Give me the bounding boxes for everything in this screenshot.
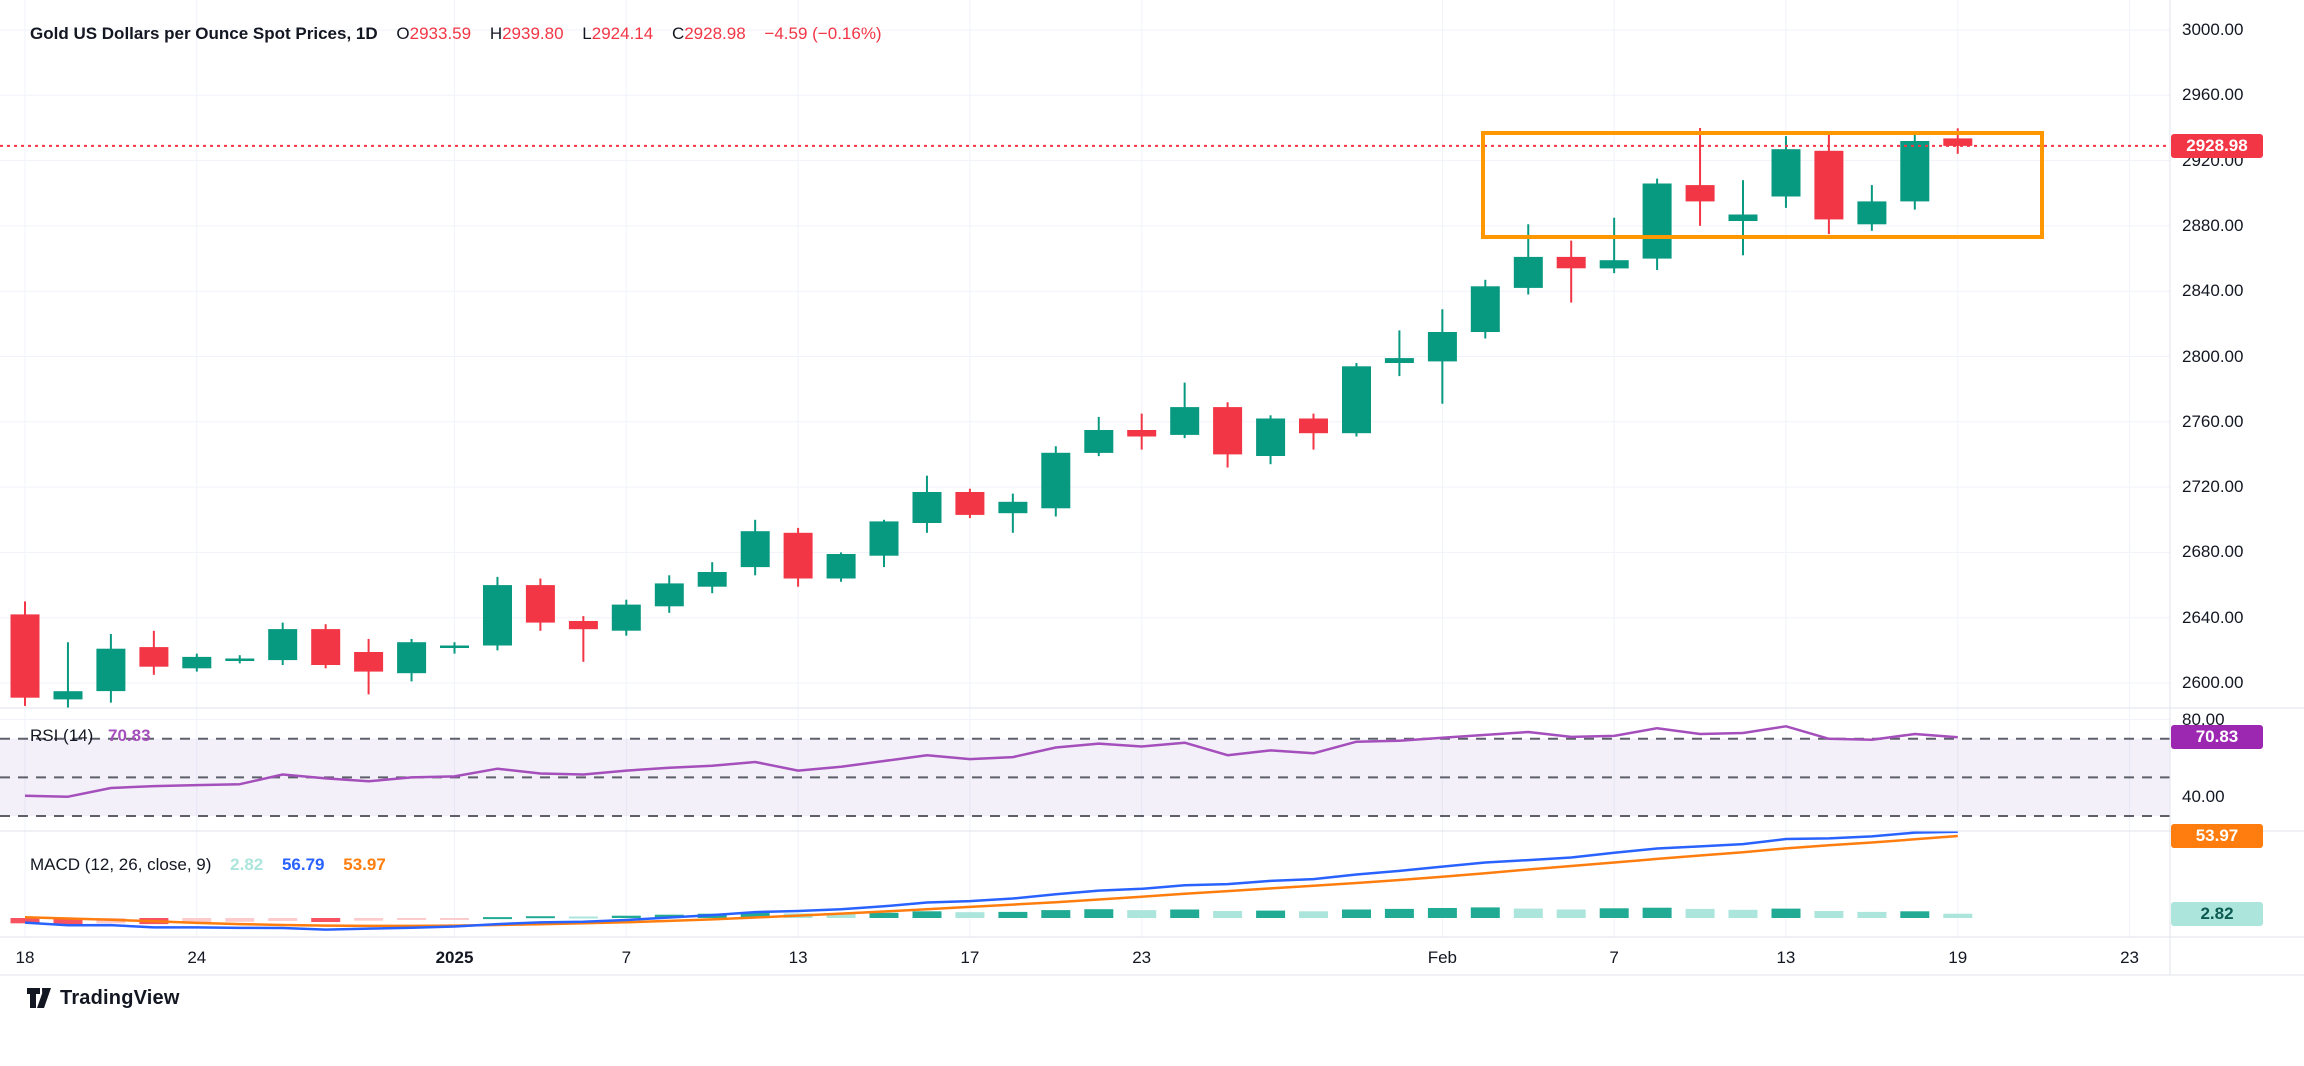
macd-signal-value: 53.97 <box>343 855 386 874</box>
macd-hist-tag: 2.82 <box>2171 901 2263 926</box>
close-label: C2928.98 <box>671 24 746 43</box>
tradingview-logo-text: TradingView <box>60 986 180 1009</box>
time-axis-label: 23 <box>2120 948 2140 967</box>
time-axis-label: 24 <box>187 948 207 967</box>
price-axis-label: 2840.00 <box>2182 281 2244 301</box>
price-axis-label: 2760.00 <box>2182 411 2244 431</box>
price-axis-label: 2960.00 <box>2182 85 2244 105</box>
time-axis-label: 13 <box>788 948 808 967</box>
time-axis-label: 13 <box>1776 948 1796 967</box>
time-axis-label: 23 <box>1132 948 1152 967</box>
last-price-tag: 2928.98 <box>2171 133 2263 158</box>
time-axis-label: 7 <box>1609 948 1619 967</box>
rsi-axis-label: 40.00 <box>2182 786 2225 806</box>
time-axis-label: 18 <box>15 948 35 967</box>
open-label: O2933.59 <box>396 24 472 43</box>
tradingview-logo[interactable]: TradingView <box>26 986 180 1010</box>
low-value: 2924.14 <box>591 24 654 43</box>
time-axis-label: 7 <box>621 948 632 967</box>
close-value: 2928.98 <box>684 24 746 43</box>
macd-label: MACD (12, 26, close, 9) <box>30 855 212 874</box>
rsi-value-tag: 70.83 <box>2171 725 2263 750</box>
rsi-label: RSI (14) <box>30 726 94 745</box>
price-axis-label: 2640.00 <box>2182 607 2244 627</box>
price-axis-label: 2680.00 <box>2182 542 2244 562</box>
price-axis-label: 2800.00 <box>2182 346 2244 366</box>
open-value: 2933.59 <box>409 24 472 43</box>
price-axis-label: 3000.00 <box>2182 20 2244 39</box>
high-value: 2939.80 <box>502 24 564 43</box>
low-label: L2924.14 <box>582 24 654 43</box>
rsi-axis-label: 80.00 <box>2182 709 2225 729</box>
change-value: −4.59 (−0.16%) <box>764 24 882 43</box>
symbol-title: Gold US Dollars per Ounce Spot Prices, 1… <box>30 24 378 43</box>
price-axis-label: 2720.00 <box>2182 477 2244 497</box>
time-axis-label: Feb <box>1427 948 1457 967</box>
rsi-value: 70.83 <box>108 726 151 745</box>
price-axis-label: 2880.00 <box>2182 215 2244 235</box>
price-axis-label: 2600.00 <box>2182 673 2244 692</box>
macd-legend: MACD (12, 26, close, 9) 2.82 56.79 53.97 <box>30 855 386 875</box>
rsi-legend: RSI (14) 70.83 <box>30 726 151 746</box>
tradingview-logo-icon <box>27 988 51 1008</box>
time-axis-label: 19 <box>1948 948 1968 967</box>
macd-line-value: 56.79 <box>281 855 325 874</box>
time-axis-label: 17 <box>960 948 980 967</box>
time-axis-label: 2025 <box>435 948 474 967</box>
symbol-legend: Gold US Dollars per Ounce Spot Prices, 1… <box>30 24 882 44</box>
macd-hist-value: 2.82 <box>230 855 264 874</box>
macd-signal-tag: 53.97 <box>2171 823 2263 848</box>
high-label: H2939.80 <box>489 24 564 43</box>
